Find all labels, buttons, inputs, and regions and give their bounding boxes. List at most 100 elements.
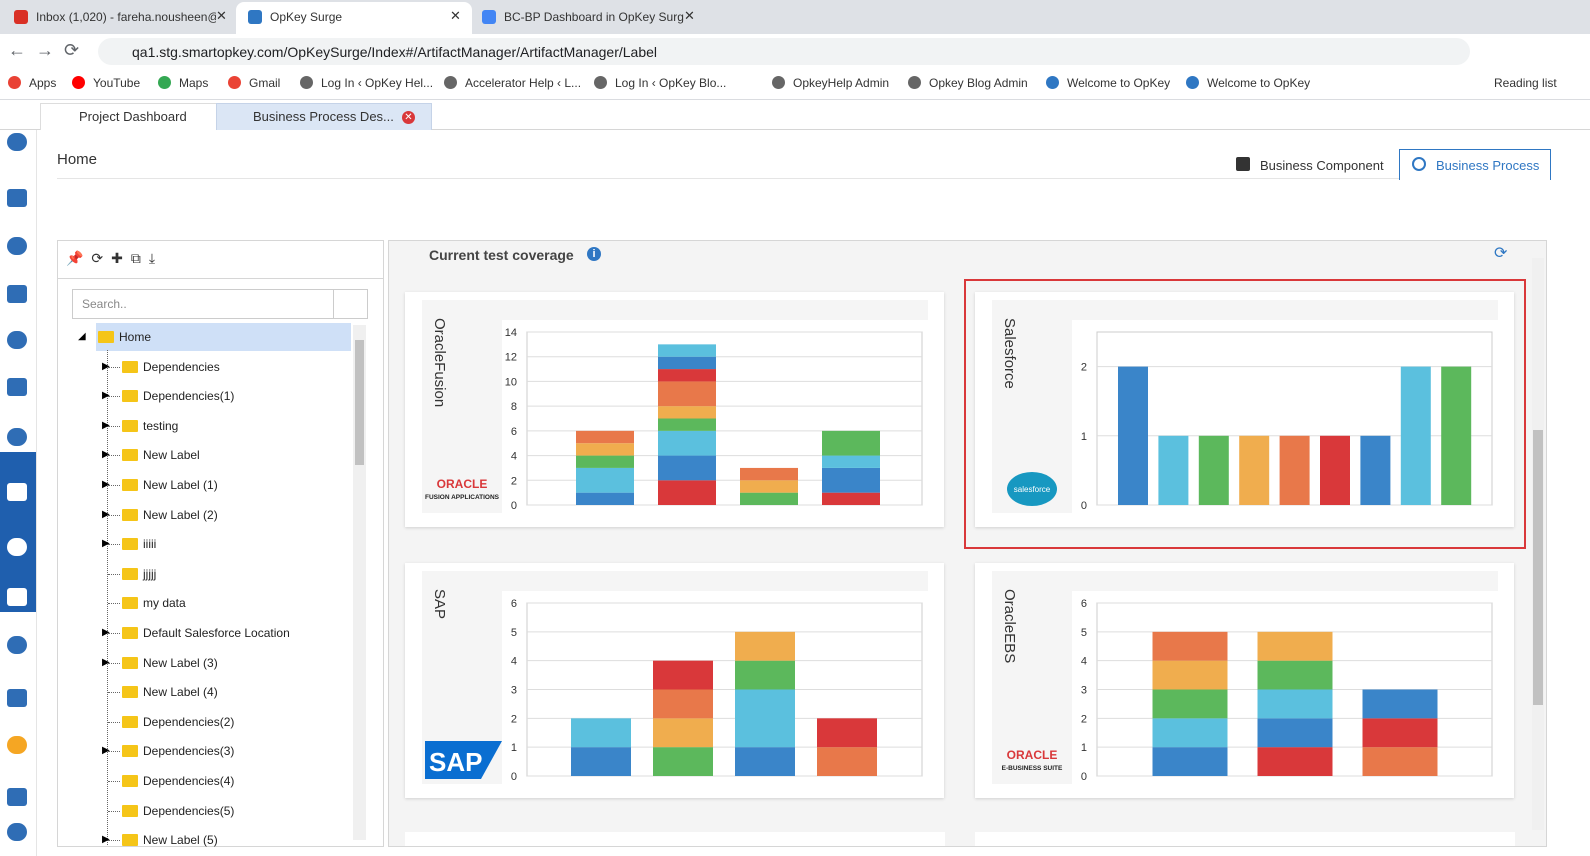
sidebar-icon[interactable] <box>7 588 27 606</box>
folder-icon[interactable] <box>122 597 138 610</box>
tree-node[interactable]: New Label (3) <box>143 655 218 670</box>
folder-icon[interactable] <box>122 745 138 758</box>
folder-icon[interactable] <box>122 834 138 847</box>
bookmark[interactable]: Gmail <box>249 76 281 90</box>
sidebar-icon[interactable] <box>7 689 27 707</box>
toggle-icon[interactable] <box>1236 157 1250 171</box>
sidebar-icon[interactable] <box>7 428 27 446</box>
tree-node[interactable]: Dependencies(4) <box>143 774 235 788</box>
expand-arrow[interactable]: ▶ <box>102 479 110 490</box>
tree-node[interactable]: Home <box>119 330 152 344</box>
tree-node[interactable]: Dependencies <box>143 359 220 374</box>
tree-node[interactable]: my data <box>143 596 186 611</box>
bookmark-icon[interactable] <box>444 76 457 89</box>
search-placeholder[interactable]: Search.. <box>82 297 127 311</box>
tab-icon[interactable] <box>248 10 262 24</box>
sidebar-icon[interactable] <box>7 788 27 806</box>
tree-node[interactable]: New Label <box>143 448 200 463</box>
sidebar-icon[interactable] <box>7 736 27 754</box>
bookmark-icon[interactable] <box>1046 76 1059 89</box>
scroll-thumb[interactable] <box>355 340 364 465</box>
active-tab[interactable] <box>236 2 472 34</box>
app-tab-label[interactable]: Project Dashboard <box>79 109 187 124</box>
folder-icon[interactable] <box>122 360 138 373</box>
folder-icon[interactable] <box>122 390 138 403</box>
bookmark-icon[interactable] <box>1186 76 1199 89</box>
sidebar-icon[interactable] <box>7 237 27 255</box>
bookmark-icon[interactable] <box>908 76 921 89</box>
bookmark[interactable]: Welcome to OpKey <box>1207 76 1311 90</box>
scroll-thumb[interactable] <box>1533 430 1543 705</box>
expand-arrow[interactable]: ▶ <box>102 508 110 520</box>
search-box[interactable] <box>72 289 368 319</box>
tree-node[interactable]: Dependencies(5) <box>143 803 235 818</box>
toggle-button[interactable]: Business Process <box>1436 158 1540 173</box>
app-tab[interactable] <box>40 103 218 130</box>
tree-toolbar[interactable]: 📌⟳✚⧉⤓ <box>66 250 164 266</box>
expand-arrow[interactable]: ▶ <box>102 449 110 461</box>
bookmark[interactable]: OpkeyHelp Admin <box>793 76 890 90</box>
expand-arrow[interactable]: ◢ <box>78 331 86 342</box>
sidebar-icon[interactable] <box>7 189 27 207</box>
tree-node[interactable]: testing <box>143 418 179 433</box>
tree-node[interactable]: Dependencies(3) <box>143 744 235 759</box>
bookmark-icon[interactable] <box>8 76 21 89</box>
bookmark[interactable]: YouTube <box>93 76 141 90</box>
folder-icon[interactable] <box>122 804 138 817</box>
sidebar-icon[interactable] <box>7 133 27 151</box>
bookmark[interactable]: Log In ‹ OpKey Blo... <box>615 76 727 90</box>
sidebar-icon[interactable] <box>7 378 27 396</box>
folder-icon[interactable] <box>122 656 138 669</box>
bookmark[interactable]: Welcome to OpKey <box>1067 76 1171 90</box>
toggle-icon[interactable] <box>1412 157 1426 171</box>
bookmark-icon[interactable] <box>72 76 85 89</box>
bookmark-icon[interactable] <box>772 76 785 89</box>
tab-title[interactable]: OpKey Surge <box>270 10 343 24</box>
tab-close[interactable]: ✕ <box>450 8 461 23</box>
tree-node[interactable]: New Label (5) <box>143 833 218 848</box>
tree-node[interactable]: New Label (1) <box>143 478 218 492</box>
toggle-button[interactable]: Business Component <box>1260 158 1384 173</box>
sidebar-icon[interactable] <box>7 823 27 841</box>
sidebar-icon[interactable] <box>7 636 27 654</box>
bookmark[interactable]: Accelerator Help ‹ L... <box>465 76 582 90</box>
close-tab[interactable]: ✕ <box>402 111 415 124</box>
expand-arrow[interactable]: ▶ <box>102 538 110 550</box>
info-icon[interactable]: i <box>587 247 601 261</box>
sidebar-icon[interactable] <box>7 538 27 556</box>
folder-icon[interactable] <box>122 775 138 787</box>
tree-node[interactable]: New Label (2) <box>143 507 218 522</box>
address-bar[interactable] <box>98 38 1470 65</box>
tree-node[interactable]: New Label (4) <box>143 685 218 700</box>
bookmark-icon[interactable] <box>594 76 607 89</box>
tab-close[interactable]: ✕ <box>216 8 227 23</box>
bookmark[interactable]: Maps <box>179 76 209 90</box>
folder-icon[interactable] <box>98 331 114 343</box>
tab-icon[interactable] <box>482 10 496 24</box>
folder-icon[interactable] <box>122 449 138 462</box>
tab-icon[interactable] <box>14 10 28 24</box>
url[interactable]: qa1.stg.smartopkey.com/OpKeySurge/Index#… <box>132 44 658 60</box>
app-tab-active[interactable] <box>216 103 432 130</box>
bookmark-icon[interactable] <box>300 76 313 89</box>
folder-icon[interactable] <box>122 538 138 551</box>
refresh-icon[interactable]: ⟳ <box>1494 245 1508 262</box>
expand-arrow[interactable]: ▶ <box>102 390 110 402</box>
folder-icon[interactable] <box>122 686 138 699</box>
sidebar-icon[interactable] <box>7 331 27 349</box>
bookmark[interactable]: Opkey Blog Admin <box>929 76 1028 90</box>
tree-node[interactable]: Dependencies(2) <box>143 714 235 729</box>
tab-close[interactable]: ✕ <box>684 8 695 23</box>
nav-icons[interactable]: ← → ⟳ <box>8 40 80 60</box>
folder-icon[interactable] <box>122 627 138 639</box>
tab-title[interactable]: Inbox (1,020) - fareha.nousheen@ <box>36 10 216 24</box>
tree-node[interactable]: iiiii <box>143 537 157 552</box>
folder-icon[interactable] <box>122 508 138 521</box>
folder-icon[interactable] <box>122 715 138 728</box>
tree-node[interactable]: jjjjj <box>143 566 157 581</box>
expand-arrow[interactable]: ▶ <box>102 656 110 668</box>
app-tab-label[interactable]: Business Process Des... <box>253 109 394 124</box>
expand-arrow[interactable]: ▶ <box>102 360 110 372</box>
bookmark-icon[interactable] <box>228 76 241 89</box>
sidebar-icon[interactable] <box>7 285 27 303</box>
